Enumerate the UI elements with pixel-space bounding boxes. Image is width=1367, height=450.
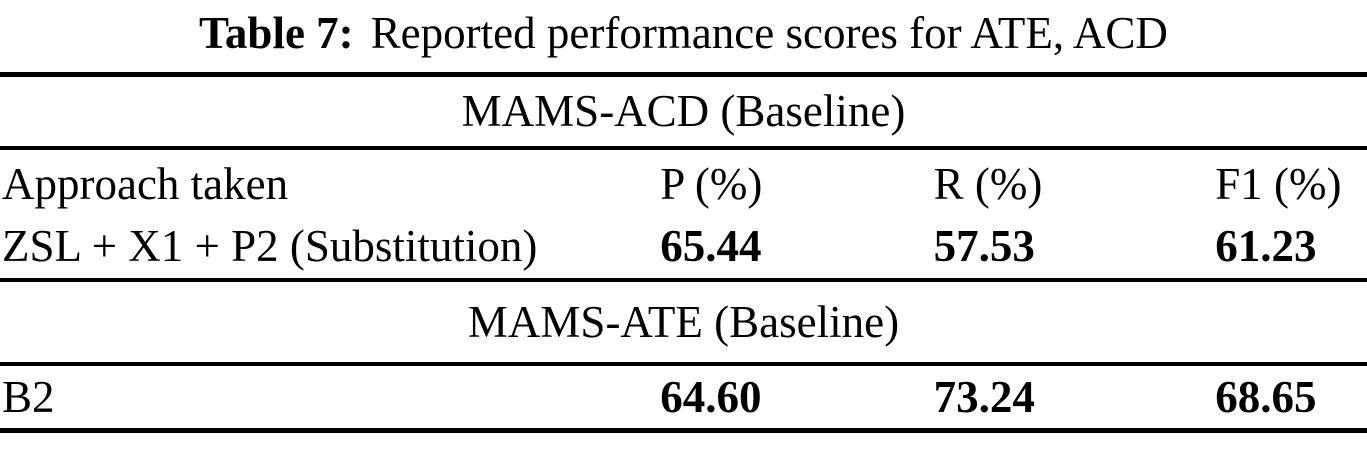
cell-recall: 73.24: [933, 363, 1216, 433]
cell-approach: ZSL + X1 + P2 (Substitution): [2, 220, 538, 271]
cell-precision: 65.44: [660, 220, 762, 271]
cell-precision: 64.60: [660, 363, 934, 433]
table-row-b2: B2 64.60 73.24 68.65: [0, 363, 1367, 433]
cell-f1: 61.23: [1215, 220, 1317, 271]
cell-approach: B2: [0, 363, 661, 433]
section-title: MAMS-ATE (Baseline): [0, 277, 1367, 366]
section-title: MAMS-ACD (Baseline): [0, 72, 1367, 150]
cell-recall: 57.53: [933, 220, 1035, 271]
column-header-row: Approach taken P (%) R (%) F1 (%): [0, 148, 1367, 214]
column-header-approach: Approach taken: [2, 158, 289, 209]
section-header-mams-ate: MAMS-ATE (Baseline): [0, 277, 1367, 366]
column-header-recall: R (%): [933, 158, 1043, 209]
cell-f1: 68.65: [1215, 363, 1367, 433]
column-header-f1: F1 (%): [1215, 158, 1342, 209]
table-caption-number: Table 7:: [199, 8, 354, 58]
section-header-mams-acd: MAMS-ACD (Baseline): [0, 72, 1367, 150]
column-header-precision: P (%): [660, 158, 763, 209]
performance-table: MAMS-ACD (Baseline) Approach taken P (%)…: [0, 72, 1367, 433]
table-row-zsl: ZSL + X1 + P2 (Substitution) 65.44 57.53…: [0, 214, 1367, 280]
table-caption: Table 7: Reported performance scores for …: [0, 0, 1367, 72]
table-caption-title: Reported performance scores for ATE, ACD: [370, 8, 1168, 58]
